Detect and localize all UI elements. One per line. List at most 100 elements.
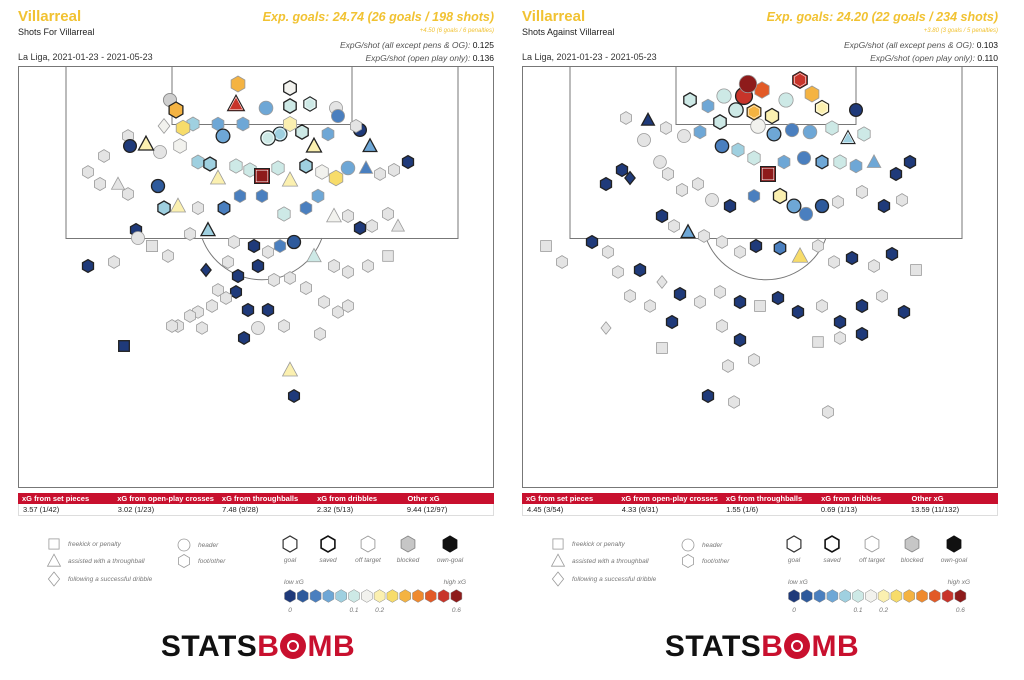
- shot-marker: [261, 302, 275, 318]
- shot-marker: [722, 359, 734, 373]
- shot-marker: [701, 388, 715, 404]
- throughball-legend-icon: [46, 553, 62, 567]
- shot-marker: [716, 88, 732, 104]
- shot-marker: [341, 209, 355, 223]
- shot-marker: [612, 265, 624, 279]
- legend-off-target-label: off target: [859, 557, 886, 564]
- shot-marker: [340, 160, 356, 176]
- shot-marker: [157, 118, 171, 134]
- shot-marker: [254, 168, 270, 184]
- xg-open-play-value: 0.110: [977, 53, 998, 63]
- shots-layer: [81, 75, 415, 404]
- shot-marker: [342, 299, 354, 313]
- shot-marker: [665, 314, 679, 330]
- throughball-legend-icon: [550, 553, 566, 567]
- shot-marker: [733, 294, 747, 310]
- shot-marker: [196, 321, 208, 335]
- goal-legend-icon: [282, 535, 298, 553]
- xg-open-play-label: ExpG/shot (open play only):: [870, 53, 975, 63]
- xg-open-play-label: ExpG/shot (open play only):: [365, 53, 471, 63]
- legend-tick-01: 0.1: [853, 607, 862, 614]
- shot-marker: [157, 200, 171, 216]
- pitch-plot: [522, 66, 998, 488]
- shot-marker: [633, 262, 647, 278]
- shot-marker: [283, 98, 297, 114]
- shot-marker: [661, 167, 675, 181]
- shot-marker: [624, 170, 636, 186]
- legend-saved-label: saved: [319, 557, 337, 564]
- shot-marker: [282, 115, 298, 133]
- shot-marker: [747, 188, 761, 204]
- stat-value-dribbles: 2.32 (5/13): [316, 505, 354, 514]
- shot-marker: [749, 238, 763, 254]
- shot-marker-goal-ring: [304, 98, 316, 110]
- shot-marker: [305, 136, 323, 153]
- shot-marker: [637, 133, 651, 147]
- shot-marker-goal-ring: [842, 131, 854, 143]
- stat-value-set-pieces: 3.57 (1/42): [23, 505, 60, 514]
- xg-scale-swatch: [335, 589, 347, 603]
- shot-marker: [796, 150, 812, 166]
- shot-marker: [362, 259, 374, 273]
- legend-goal-label: goal: [788, 557, 801, 564]
- shot-marker: [760, 166, 776, 182]
- shot-marker: [723, 198, 737, 214]
- xg-scale-swatch: [954, 589, 967, 603]
- shot-marker: [247, 238, 261, 254]
- shot-marker: [284, 271, 296, 285]
- xg-scale-swatch: [826, 589, 839, 603]
- shot-marker: [833, 154, 847, 170]
- shot-marker: [374, 167, 386, 181]
- shot-marker: [786, 198, 802, 214]
- shot-marker: [750, 118, 766, 134]
- legend-tick-06: 0.6: [956, 607, 965, 614]
- shot-marker: [747, 150, 761, 166]
- shot-marker: [277, 206, 291, 222]
- shot-marker-goal-ring: [228, 96, 244, 110]
- shot-marker: [815, 154, 829, 170]
- stat-header-set-pieces: xG from set pieces: [22, 494, 90, 503]
- shot-marker: [110, 176, 126, 190]
- header-legend-icon: [681, 538, 695, 552]
- off-target-legend-icon: [864, 535, 880, 553]
- shot-marker: [748, 353, 760, 367]
- xg-per-shot-line: ExpG/shot (all except pens & OG): 0.125: [340, 40, 494, 50]
- shot-marker: [897, 304, 911, 320]
- shot-marker: [855, 326, 869, 342]
- legend-own-goal-label: own-goal: [437, 557, 464, 564]
- xg-scale-swatch: [813, 589, 826, 603]
- shot-marker: [306, 247, 322, 263]
- period-label: La Liga, 2021-01-23 - 2021-05-23: [18, 52, 153, 62]
- saved-legend-icon: [824, 535, 840, 553]
- legend-group: freekick or penalty assisted with a throu…: [46, 535, 466, 614]
- own-goal-legend-icon: [946, 535, 962, 553]
- shot-marker: [754, 81, 770, 99]
- shot-marker: [236, 116, 250, 132]
- shot-marker: [855, 185, 869, 199]
- shot-marker: [822, 405, 834, 419]
- shot-marker: [802, 124, 818, 140]
- shot-marker: [299, 200, 313, 216]
- xg-scale-swatch: [929, 589, 941, 603]
- exp-goals-summary: Exp. goals: 24.20 (22 goals / 234 shots): [766, 10, 998, 24]
- header-legend-icon: [177, 538, 191, 552]
- shot-marker: [777, 154, 791, 170]
- shot-marker: [118, 340, 130, 352]
- shot-marker: [656, 274, 668, 290]
- shot-marker: [166, 319, 178, 333]
- shot-marker: [889, 166, 903, 182]
- own-goal-legend-icon: [442, 535, 458, 553]
- shot-marker: [540, 240, 552, 252]
- logo-part3: MB: [307, 630, 356, 663]
- xg-scale-swatch: [877, 589, 890, 603]
- shot-marker: [600, 321, 612, 335]
- shot-marker: [381, 207, 395, 221]
- statsbomb-logo: STATSB MB: [12, 630, 504, 664]
- shot-marker: [229, 158, 243, 174]
- shot-marker: [876, 289, 888, 303]
- shot-marker: [237, 330, 251, 346]
- xg-scale-swatch: [437, 589, 450, 603]
- shot-marker: [885, 246, 899, 262]
- shot-marker: [209, 169, 227, 185]
- shot-marker: [602, 245, 614, 259]
